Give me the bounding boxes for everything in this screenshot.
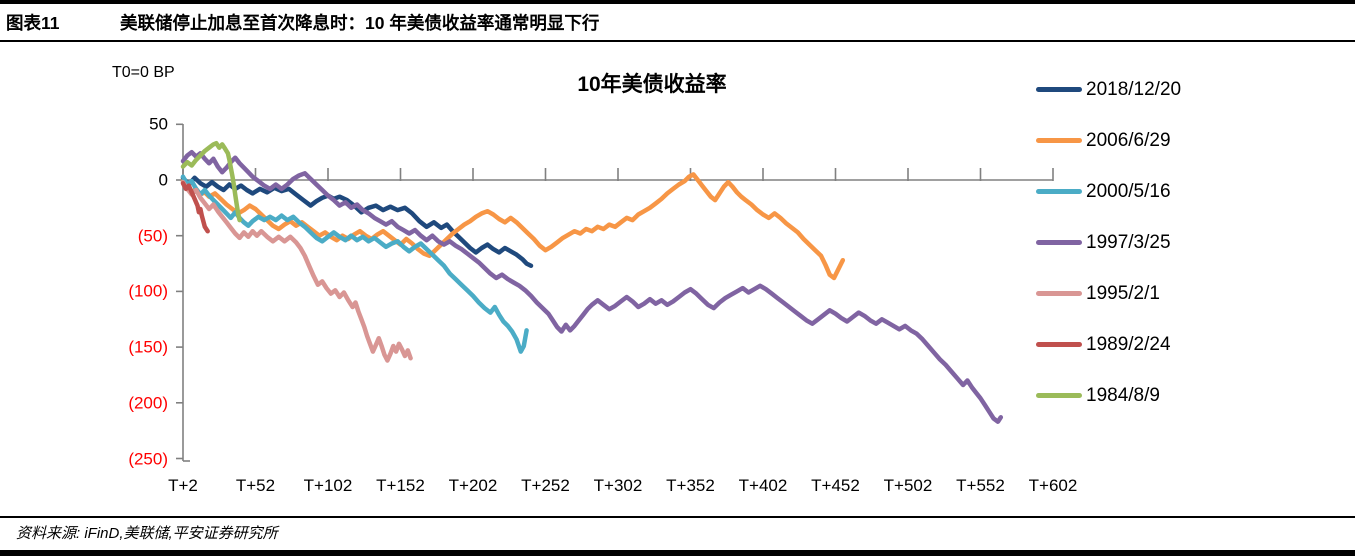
legend-line-swatch xyxy=(1036,189,1082,194)
x-axis-label: T+352 xyxy=(666,476,715,495)
x-axis-label: T+402 xyxy=(738,476,788,495)
chart-legend: 2018/12/20 2006/6/29 2000/5/16 1997/3/25 199… xyxy=(1036,64,1181,421)
legend-item: 1997/3/25 xyxy=(1036,217,1181,268)
legend-line-swatch xyxy=(1036,240,1082,245)
legend-item: 1984/8/9 xyxy=(1036,370,1181,421)
series-line-2000-5-16 xyxy=(180,174,529,354)
legend-item: 2006/6/29 xyxy=(1036,115,1181,166)
bottom-border-rule xyxy=(0,550,1355,556)
legend-label: 1984/8/9 xyxy=(1086,384,1160,406)
legend-item: 2000/5/16 xyxy=(1036,166,1181,217)
x-axis-label: T+52 xyxy=(235,476,276,495)
legend-line-swatch xyxy=(1036,342,1082,347)
x-axis-label: T+102 xyxy=(303,476,353,495)
y-axis-label: (100) xyxy=(128,281,168,301)
x-axis-label: T+152 xyxy=(376,476,425,495)
source-note: 资料来源: iFinD,美联储,平安证券研究所 xyxy=(16,525,278,542)
series-line-1997-3-25 xyxy=(180,149,1004,424)
x-axis-label: T+452 xyxy=(811,476,860,495)
legend-label: 2000/5/16 xyxy=(1086,180,1171,202)
legend-label: 1995/2/1 xyxy=(1086,282,1160,304)
legend-label: 1997/3/25 xyxy=(1086,231,1171,253)
y-axis-label: (250) xyxy=(128,449,168,468)
legend-line-swatch xyxy=(1036,291,1082,296)
figure-header: 图表11 美联储停止加息至首次降息时：10 年美债收益率通常明显下行 xyxy=(0,4,1355,42)
legend-item: 1989/2/24 xyxy=(1036,319,1181,370)
y-axis-label: (50) xyxy=(137,226,168,246)
x-axis-label: T+302 xyxy=(593,476,643,495)
legend-item: 2018/12/20 xyxy=(1036,64,1181,115)
top-border-rule xyxy=(0,0,1355,4)
x-axis-label: T+252 xyxy=(521,476,570,495)
x-axis-label: T+552 xyxy=(956,476,1005,495)
axis-unit-note: T0=0 BP xyxy=(112,64,175,81)
series-line-1995-2-1 xyxy=(180,179,413,363)
footer-rule xyxy=(0,516,1355,518)
legend-label: 2018/12/20 xyxy=(1086,78,1182,100)
legend-item: 1995/2/1 xyxy=(1036,268,1181,319)
series-line-1989-2-24 xyxy=(180,181,210,234)
y-axis-label: (150) xyxy=(128,337,168,357)
legend-label: 2006/6/29 xyxy=(1086,129,1171,151)
x-axis-label: T+2 xyxy=(168,476,198,495)
legend-line-swatch xyxy=(1036,393,1082,398)
y-axis-label: (200) xyxy=(128,393,168,413)
x-axis-label: T+202 xyxy=(448,476,498,495)
legend-line-swatch xyxy=(1036,138,1082,143)
figure-number-label: 图表11 xyxy=(6,12,60,33)
figure-title: 美联储停止加息至首次降息时：10 年美债收益率通常明显下行 xyxy=(120,12,600,33)
x-axis-label: T+502 xyxy=(883,476,933,495)
series-line-2006-6-29 xyxy=(180,172,846,281)
y-axis-label: 0 xyxy=(158,170,168,190)
x-axis-label: T+602 xyxy=(1028,476,1078,495)
y-axis-label: 50 xyxy=(149,114,168,134)
chart-title: 10年美债收益率 xyxy=(577,73,727,96)
legend-line-swatch xyxy=(1036,87,1082,92)
series-line-1984-8-9 xyxy=(180,140,242,223)
legend-label: 1989/2/24 xyxy=(1086,333,1171,355)
